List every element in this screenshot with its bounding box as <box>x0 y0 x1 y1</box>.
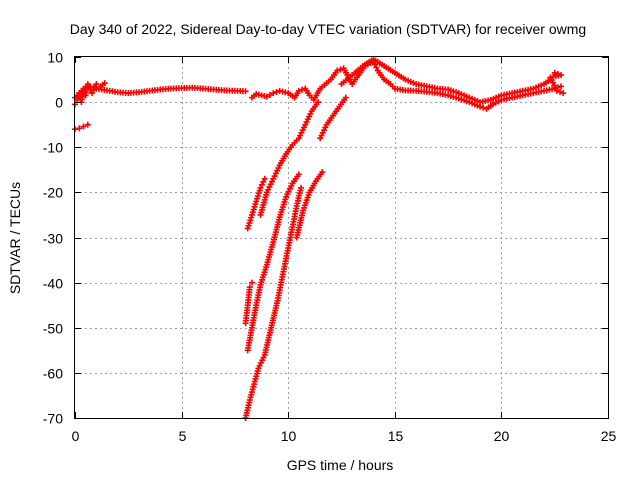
data-point <box>315 99 322 106</box>
data-point <box>560 90 567 97</box>
y-tick-label: -70 <box>43 411 63 427</box>
y-tick-label: -10 <box>43 140 63 156</box>
data-point <box>261 175 268 182</box>
x-tick-label: 5 <box>179 428 187 444</box>
y-axis-title: SDTVAR / TECUs <box>7 182 23 294</box>
data-point <box>84 81 91 88</box>
data-point <box>319 169 326 176</box>
x-axis-title: GPS time / hours <box>287 457 394 473</box>
axes: 0 5 10 15 20 25 -70 -60 -50 -40 -30 -20 -10 0 10 <box>43 50 617 445</box>
data-point <box>90 87 97 94</box>
x-tick-label: 20 <box>494 428 510 444</box>
data-point <box>86 84 93 91</box>
chart-title: Day 340 of 2022, Sidereal Day-to-day VTE… <box>70 21 586 37</box>
data-point <box>334 67 341 74</box>
data-point <box>76 125 83 132</box>
grid <box>75 57 608 418</box>
x-tick-label: 15 <box>388 428 404 444</box>
data-point <box>373 64 380 71</box>
x-tick-label: 25 <box>601 428 617 444</box>
data-point <box>93 81 100 88</box>
y-tick-label: -30 <box>43 231 63 247</box>
y-tick-label: -20 <box>43 185 63 201</box>
x-tick-label: 10 <box>281 428 297 444</box>
data-point <box>295 87 302 94</box>
data-point <box>246 284 253 291</box>
data-point <box>558 83 565 90</box>
data-point <box>263 93 270 100</box>
data-point <box>337 66 344 73</box>
data-point <box>101 80 108 87</box>
data-point <box>295 171 302 178</box>
data-point <box>553 87 560 94</box>
data-point <box>258 181 265 188</box>
data-point <box>342 94 349 101</box>
data-point <box>273 88 280 95</box>
data-point <box>80 123 87 130</box>
data-point <box>91 84 98 91</box>
data-point <box>299 86 306 93</box>
data-point <box>267 91 274 98</box>
data-point <box>242 88 249 95</box>
data-point <box>248 279 255 286</box>
y-tick-label: -40 <box>43 276 63 292</box>
data-point <box>257 184 264 191</box>
y-tick-label: -50 <box>43 321 63 337</box>
data-point <box>80 85 87 92</box>
y-tick-label: 0 <box>55 95 63 111</box>
data-points <box>72 56 567 421</box>
data-point <box>480 104 487 111</box>
data-point <box>89 90 96 97</box>
data-point <box>84 121 91 128</box>
data-point <box>260 178 267 185</box>
plot-frame <box>74 56 609 419</box>
data-point <box>551 69 558 76</box>
data-point <box>270 90 277 97</box>
data-point <box>297 184 304 191</box>
y-tick-label: -60 <box>43 366 63 382</box>
x-tick-label: 0 <box>72 428 80 444</box>
data-point <box>557 88 564 95</box>
y-tick-label: 10 <box>47 50 63 66</box>
